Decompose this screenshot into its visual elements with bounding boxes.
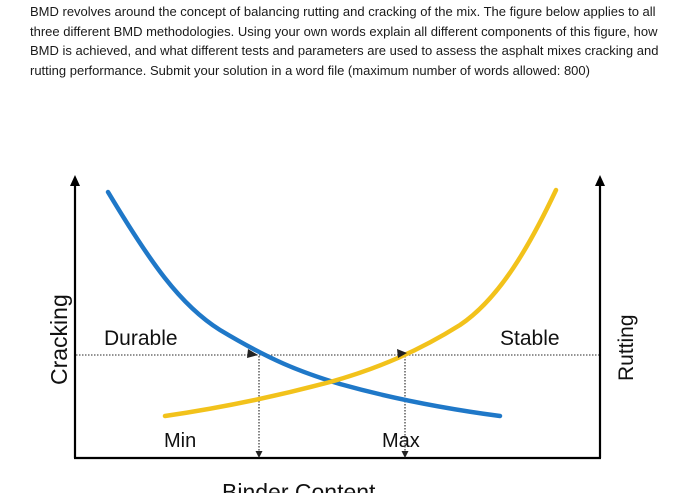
min-label: Min [164,430,196,452]
max-label: Max [382,430,420,452]
cracking-curve [105,189,503,419]
left-axis-arrow-icon [70,175,80,186]
durable-point-arrow-icon [247,349,258,358]
binder-content-label: Binder Content [222,479,376,493]
min-marker-arrow-icon [255,451,263,458]
cracking-axis-label: Cracking [46,294,72,385]
question-text: BMD revolves around the concept of balan… [30,4,659,78]
right-axis-arrow-icon [595,175,605,186]
stable-label: Stable [500,327,560,350]
rutting-axis-label: Rutting [615,314,638,381]
durable-label: Durable [104,327,178,350]
rutting-curve [162,187,559,419]
max-marker-arrow-icon [401,451,409,458]
stable-point-arrow-icon [397,349,407,358]
